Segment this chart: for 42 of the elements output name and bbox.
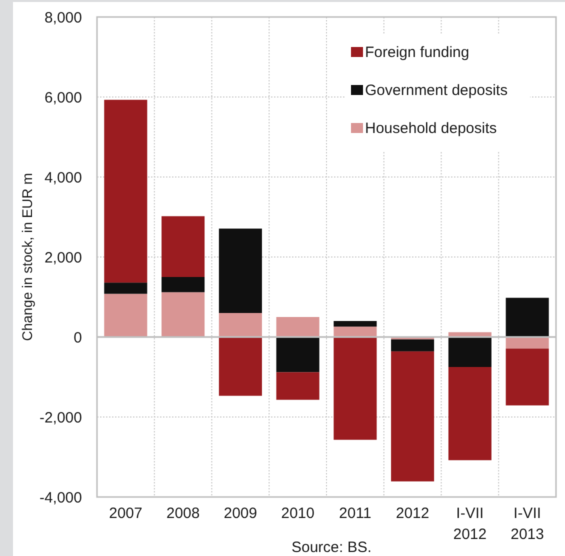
x-tick-label: I-VII 2012: [453, 505, 487, 543]
bar: [104, 100, 148, 283]
bar: [162, 292, 205, 337]
x-tick-label: 2007: [109, 505, 142, 522]
x-tick-label: 2008: [166, 505, 200, 522]
bar: [334, 326, 377, 337]
legend-label: Government deposits: [365, 82, 508, 99]
y-tick-label: 0: [74, 329, 82, 346]
x-tick-label: 2012: [396, 505, 430, 522]
x-tick-label: 2011: [339, 505, 372, 522]
x-tick-label: 2010: [281, 505, 314, 522]
bar: [334, 337, 377, 440]
bar: [218, 313, 262, 337]
bar: [104, 282, 148, 294]
y-tick-label: 2,000: [44, 249, 82, 266]
y-tick-label: 8,000: [44, 9, 82, 26]
source-note: Source: BS.: [291, 539, 372, 556]
bar: [391, 339, 434, 352]
bar: [334, 321, 377, 327]
y-tick-label: -4,000: [39, 489, 82, 506]
legend-label: Household deposits: [365, 120, 497, 137]
bar: [506, 298, 549, 337]
x-tick-label: 2009: [224, 505, 258, 522]
y-tick-label: 6,000: [44, 89, 82, 106]
bar: [506, 348, 549, 406]
bar: [104, 294, 148, 337]
bar: [162, 277, 205, 292]
legend-label: Foreign funding: [365, 44, 470, 61]
bar: [391, 351, 434, 482]
x-tick-label: I-VII 2013: [510, 505, 544, 543]
y-tick-label: 4,000: [44, 169, 82, 186]
bar: [276, 317, 320, 337]
bar: [448, 367, 492, 460]
bar: [162, 216, 205, 277]
bar: [276, 337, 320, 372]
bar: [276, 372, 320, 400]
y-tick-label: -2,000: [39, 409, 82, 426]
bar: [218, 337, 262, 396]
bar: [448, 337, 492, 367]
y-axis-title: Change in stock, in EUR m: [18, 172, 35, 342]
bar: [218, 228, 262, 313]
bar: [506, 337, 549, 349]
